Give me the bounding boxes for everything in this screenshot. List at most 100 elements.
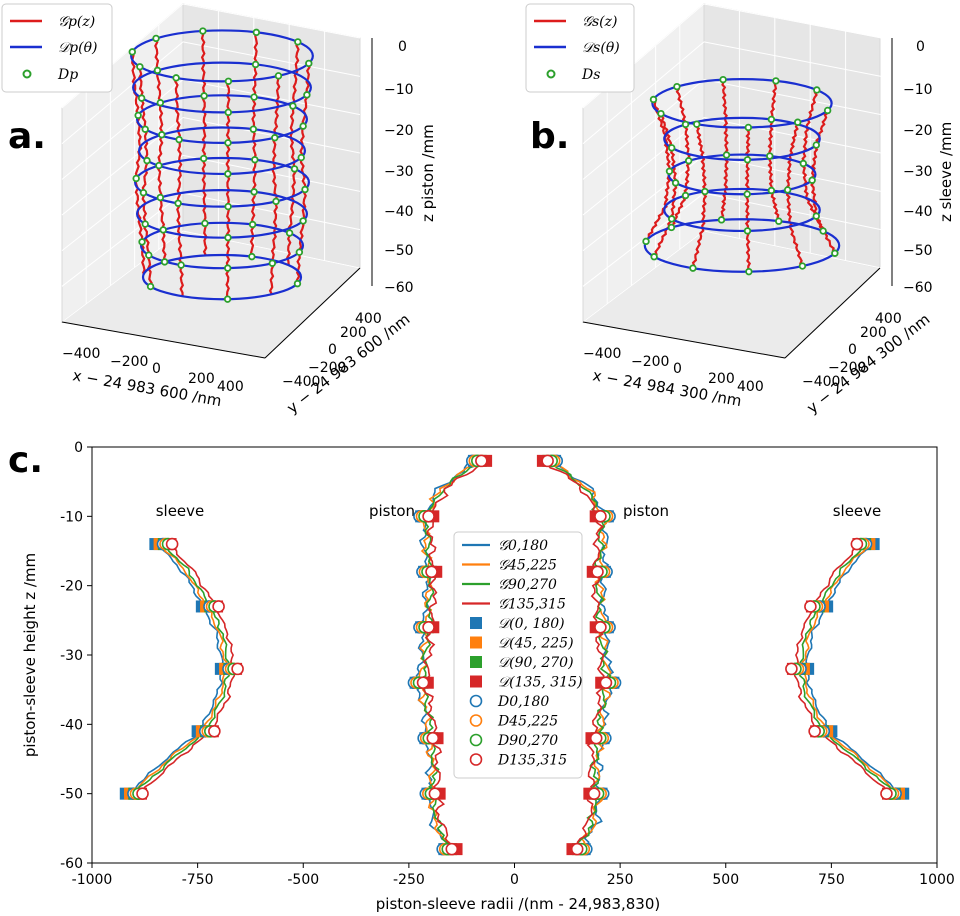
y-axis-a — [264, 267, 361, 359]
x-tick-b-0: −400 — [583, 346, 621, 362]
b-point-2-9 — [799, 159, 808, 168]
a-point-7-0 — [293, 279, 302, 288]
a-point-2-8 — [250, 93, 258, 101]
b-point-1-8 — [767, 115, 776, 124]
y-tick-label-c-1: -10 — [60, 509, 83, 525]
a-point-2-3 — [175, 135, 183, 144]
legend-circle-c-11 — [469, 753, 483, 766]
a-ring-2 — [135, 94, 309, 144]
a-grid-back-1 — [182, 41, 361, 77]
panel-label-a: a. — [8, 116, 46, 157]
b-point-4-2 — [745, 267, 753, 276]
a-point-4-2 — [224, 202, 232, 211]
grid-b — [582, 3, 882, 323]
b-point-4-5 — [642, 237, 650, 246]
a-point-6-5 — [138, 238, 146, 246]
circle-piston-3-l-5 — [426, 731, 440, 745]
x-tick-a-0: −400 — [62, 346, 100, 362]
b-point-2-8 — [766, 152, 774, 160]
a-point-4-6 — [155, 161, 163, 170]
plot-a — [128, 27, 314, 303]
a-point-5-4 — [141, 220, 149, 228]
b-point-0-6 — [673, 82, 681, 91]
a-point-1-4 — [137, 94, 146, 102]
b-grid-back-3 — [703, 117, 882, 154]
y-tick-b-2: 0 — [848, 342, 857, 358]
plot-c — [119, 454, 910, 856]
legend-label-c-5: 𝒟(45, 225) — [498, 636, 574, 652]
x-tick-b-1: −200 — [631, 354, 669, 370]
z-tick-a-6: −60 — [384, 280, 414, 296]
circle-piston-3-r-2 — [591, 565, 604, 579]
legend-label-c-6: 𝒟(90, 270) — [498, 655, 574, 671]
a-point-0-5 — [128, 48, 136, 56]
y-tick-label-c-0: 0 — [74, 440, 83, 456]
b-point-4-4 — [650, 253, 658, 261]
b-grid-left-1 — [582, 41, 705, 145]
b-point-0-7 — [719, 75, 727, 84]
legend-square-c-4 — [470, 617, 482, 629]
a-point-2-0 — [299, 122, 307, 130]
b-ring-3 — [663, 187, 821, 233]
series-piston-right-3 — [544, 460, 609, 850]
circle-sleeve-3-l-1 — [212, 600, 225, 613]
a-point-3-6 — [158, 131, 166, 139]
annotation-piston-left: piston — [369, 502, 415, 520]
circle-sleeve-3-r-1 — [804, 600, 817, 613]
plot-b — [642, 75, 841, 276]
circle-piston-3-l-0 — [475, 454, 488, 468]
x-tick-label-c-3: -250 — [393, 872, 425, 888]
y-tick-b-4: 400 — [875, 311, 902, 327]
legend-marker-b-2 — [546, 69, 556, 79]
a-point-4-0 — [301, 185, 309, 194]
a-point-0-6 — [152, 34, 160, 43]
a-point-5-2 — [224, 233, 232, 242]
a-ring-3 — [137, 126, 307, 176]
circle-sleeve-3-r-4 — [880, 787, 893, 800]
y-tick-a-4: 400 — [355, 311, 382, 327]
b-point-2-5 — [665, 167, 674, 175]
b-grid-back-5 — [703, 192, 882, 231]
y-label-c: piston-sleeve height z /mm — [21, 553, 39, 757]
a-grid-back-0 — [182, 3, 361, 39]
b-point-0-4 — [657, 109, 665, 118]
series-piston-left-3 — [422, 460, 483, 850]
legend-label-b-1: 𝒟s(θ) — [582, 40, 620, 56]
x-axis-a — [61, 321, 266, 359]
circle-piston-3-l-4 — [416, 676, 430, 690]
z-tick-a-4: −40 — [384, 204, 414, 220]
legend-label-c-2: 𝒢90,270 — [498, 577, 557, 593]
b-point-0-9 — [813, 86, 821, 94]
a-point-1-6 — [153, 66, 162, 75]
z-tick-a-3: −30 — [384, 164, 414, 180]
b-ring-4 — [643, 218, 841, 273]
legend-box-c — [453, 531, 583, 779]
a-point-3-4 — [143, 156, 151, 165]
chart-c: -1000 -750 -500 -250 0 250 500 750 1000 0 -10 -20 -3… — [21, 440, 955, 913]
a-point-0-2 — [224, 77, 233, 85]
circle-sleeve-3-r-3 — [808, 724, 821, 738]
circle-piston-3-r-1 — [594, 510, 607, 523]
b-point-2-4 — [671, 179, 680, 187]
a-point-5-8 — [250, 188, 258, 196]
legend-c: 𝒢0,180 𝒢45,225 𝒢90,270 𝒢135,315 𝒟(0, 180) 𝒟(4… — [453, 531, 583, 779]
a-point-2-5 — [134, 111, 142, 120]
z-tick-b-2: −20 — [903, 123, 933, 139]
a-grid-left-2 — [61, 79, 184, 180]
x-tick-label-c-5: 250 — [607, 872, 634, 888]
a-point-2-1 — [271, 134, 279, 142]
legend-label-c-8: D0,180 — [497, 694, 549, 710]
a-point-2-7 — [200, 92, 208, 100]
legend-label-c-1: 𝒢45,225 — [498, 558, 557, 574]
y-tick-a-1: −200 — [308, 360, 346, 376]
b-point-0-0 — [823, 106, 832, 115]
z-tick-b-1: −10 — [903, 82, 933, 98]
circle-sleeve-3-l-2 — [231, 662, 244, 676]
a-grid-left-4 — [61, 154, 184, 252]
a-ring-6 — [139, 221, 305, 270]
a-point-6-8 — [248, 220, 257, 229]
z-tick-a-1: −10 — [384, 82, 414, 98]
y-tick-label-c-6: -60 — [60, 856, 83, 872]
x-tick-a-3: 200 — [188, 371, 215, 387]
b-point-1-6 — [681, 120, 690, 129]
